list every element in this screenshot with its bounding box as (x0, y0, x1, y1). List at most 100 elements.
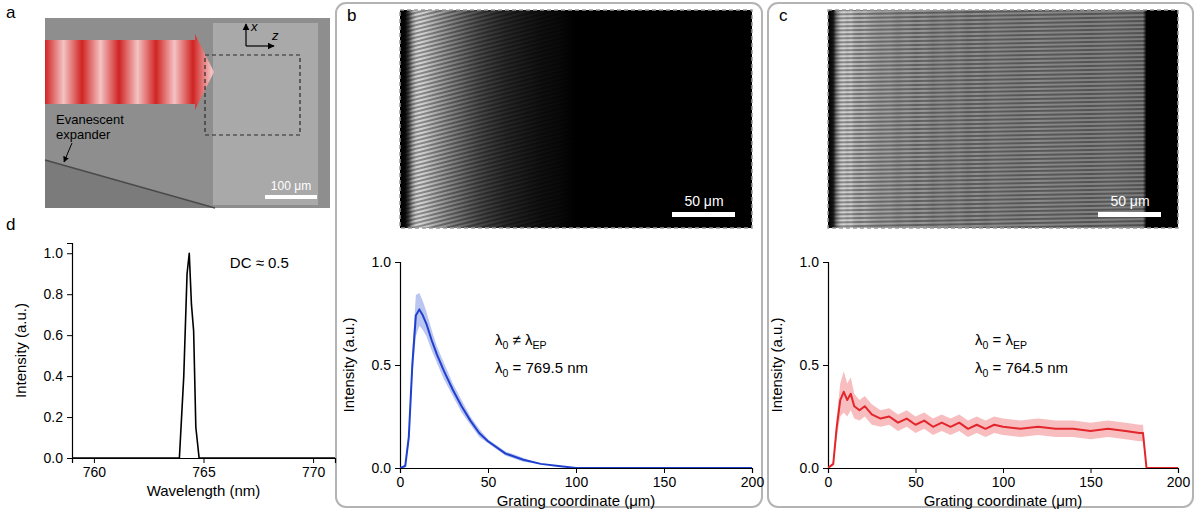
panel-frame (336, 3, 762, 507)
x-axis-title: Wavelength (nm) (147, 482, 261, 499)
panel-letter: c (779, 6, 788, 25)
x-tick-label: 150 (653, 474, 677, 490)
y-tick-mark (67, 335, 72, 336)
micrograph (828, 10, 1178, 228)
plot-area (828, 371, 1178, 468)
y-axis-title: Intensity (a.u.) (12, 303, 29, 398)
x-tick-label: 100 (565, 474, 589, 490)
y-tick: 1.0 (44, 245, 72, 261)
annotation: λ0 = 764.5 nm (975, 359, 1068, 379)
annotation: λ0 ≠ λEP (495, 331, 546, 351)
text-run: = 764.5 nm (988, 359, 1068, 376)
error-band (828, 371, 1178, 468)
y-tick-label: 0.5 (372, 357, 392, 373)
panel-c: c50 μm0501001502000.00.51.0Grating coord… (768, 3, 1193, 509)
pointer-arrow (64, 143, 72, 162)
y-axis: 0.00.51.0 (372, 254, 401, 476)
x-tick-mark (313, 458, 314, 463)
y-axis-line (67, 244, 73, 459)
series-line (400, 309, 752, 468)
scale-bar (265, 195, 317, 199)
expander-label: Evanescentexpander (56, 112, 124, 142)
x-tick-mark (204, 458, 205, 463)
scale-bar-label: 100 μm (271, 179, 311, 193)
x-tick: 150 (1079, 468, 1103, 490)
x-tick-mark (1091, 468, 1092, 473)
axis-label: z (271, 28, 279, 43)
x-tick: 50 (908, 468, 924, 490)
figure: axzEvanescentexpander100 μmb50 μm0501001… (0, 0, 1198, 510)
y-tick-mark (823, 468, 828, 469)
expander-region (45, 160, 215, 208)
zoom-box (205, 55, 300, 135)
y-tick-label: 0.6 (44, 327, 64, 343)
text-run: ≠ λ (508, 331, 533, 348)
x-tick-label: 0 (825, 474, 833, 490)
x-axis: 760 765 770 (73, 458, 336, 480)
scale-bar (672, 212, 735, 217)
plot-area (400, 293, 752, 468)
x-axis-title: Grating coordinate (μm) (497, 492, 656, 509)
series-line (828, 392, 1178, 468)
annotation: λ0 = 769.5 nm (495, 359, 588, 379)
y-tick-mark (67, 417, 72, 418)
x-tick-label: 760 (83, 464, 107, 480)
x-tick: 765 (192, 458, 216, 480)
x-tick: 200 (741, 468, 765, 490)
y-tick-label: 0.5 (800, 357, 820, 373)
y-tick-mark (395, 262, 400, 263)
x-tick-mark (664, 468, 665, 473)
y-tick: 1.0 (372, 254, 400, 270)
y-tick-label: 1.0 (44, 245, 64, 261)
axis-arrow (246, 45, 274, 46)
panel-letter: b (347, 6, 356, 25)
y-axis: 0.0 0.2 0.4 0.6 0.8 1.0 (44, 244, 73, 466)
x-axis-line (829, 469, 1179, 474)
y-tick: 0.0 (800, 460, 828, 476)
x-axis: 0 50 100 150 200 (397, 468, 765, 490)
x-tick-label: 200 (741, 474, 765, 490)
annotation: DC ≈ 0.5 (230, 254, 289, 271)
beam (45, 34, 214, 110)
x-tick-mark (1003, 468, 1004, 473)
annotation: λ0 = λEP (975, 331, 1027, 351)
y-tick-label: 0.0 (800, 460, 820, 476)
x-tick-label: 100 (992, 474, 1016, 490)
panel-d: d7607657700.00.20.40.60.81.0Wavelength (… (6, 215, 336, 499)
y-tick-mark (395, 365, 400, 366)
y-tick: 0.0 (44, 450, 72, 466)
y-axis-title: Intensity (a.u.) (768, 317, 785, 412)
x-tick-label: 200 (1167, 474, 1191, 490)
panel-b: b50 μm0501001502000.00.51.0Grating coord… (336, 3, 764, 509)
x-tick-label: 770 (302, 464, 326, 480)
y-tick-label: 0.4 (44, 368, 64, 384)
micrograph-border (400, 10, 752, 228)
x-tick: 150 (653, 468, 677, 490)
y-axis-line (395, 263, 401, 469)
y-tick-mark (67, 294, 72, 295)
x-axis-line (401, 469, 753, 474)
y-tick-label: 0.8 (44, 286, 64, 302)
scale-bar (1098, 212, 1161, 217)
x-tick-label: 0 (397, 474, 405, 490)
x-tick: 100 (565, 468, 589, 490)
x-tick-label: 150 (1079, 474, 1103, 490)
x-axis-title: Grating coordinate (μm) (924, 492, 1083, 509)
x-tick: 50 (481, 468, 497, 490)
series-line (72, 253, 335, 458)
y-tick-label: 0.2 (44, 409, 64, 425)
x-tick: 100 (992, 468, 1016, 490)
y-tick-label: 1.0 (800, 254, 820, 270)
x-tick: 0 (397, 468, 405, 490)
y-axis-line (823, 263, 829, 469)
text-run: = 769.5 nm (508, 359, 588, 376)
y-tick-mark (395, 468, 400, 469)
y-tick: 1.0 (800, 254, 828, 270)
panel-letter: a (6, 3, 16, 22)
micrograph-fringes (400, 10, 752, 228)
x-tick-label: 50 (908, 474, 924, 490)
micrograph (400, 10, 752, 228)
plot-area (72, 253, 335, 458)
y-tick-label: 1.0 (372, 254, 392, 270)
x-tick-mark (1178, 468, 1179, 473)
